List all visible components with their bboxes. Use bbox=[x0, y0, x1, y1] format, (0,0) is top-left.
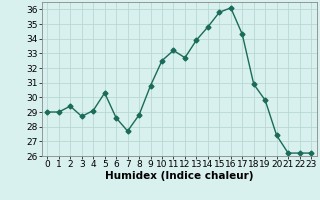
X-axis label: Humidex (Indice chaleur): Humidex (Indice chaleur) bbox=[105, 171, 253, 181]
